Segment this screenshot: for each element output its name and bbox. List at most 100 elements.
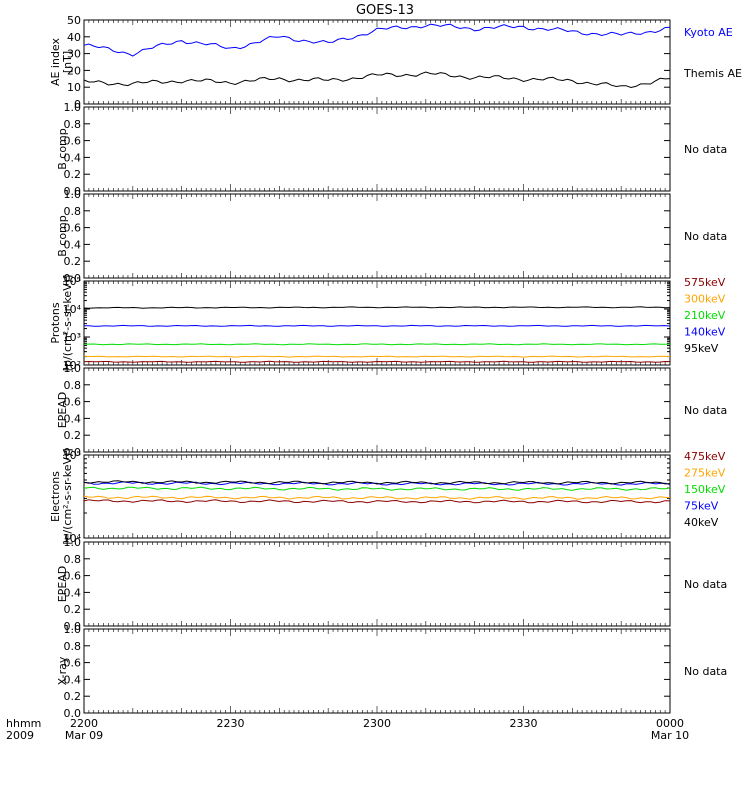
y-tick-label: 0.0 <box>64 620 82 633</box>
y-tick-label: 0.0 <box>64 272 82 285</box>
panels: 0 10 20 30 40 50 AE index [nT] Kyoto AE Themis AE… <box>49 14 742 720</box>
panel-frame <box>83 541 671 627</box>
y-tick-label: 0 <box>74 98 81 111</box>
series-line-150kev <box>83 486 671 491</box>
y-tick-label: 10² <box>63 359 81 372</box>
legend-entry: 300keV <box>684 293 726 306</box>
figure-title: GOES-13 <box>356 3 414 18</box>
y-axis-label: [e/(cm²-s-sr-keV)] <box>61 448 74 544</box>
legend-entry: 275keV <box>684 467 726 480</box>
x-row-label: hhmm <box>6 717 41 730</box>
panel-5: 0.0 0.2 0.4 0.6 0.8 1.0 EPEAD No data <box>56 362 727 459</box>
no-data-label: No data <box>684 404 727 417</box>
y-axis-label: [p/(cm²-s-sr-keV)] <box>61 275 74 372</box>
y-tick-label: 0.8 <box>64 118 82 131</box>
y-tick-label: 0.0 <box>64 185 82 198</box>
no-data-label: No data <box>684 230 727 243</box>
no-data-label: No data <box>684 578 727 591</box>
y-axis-label: Protons <box>49 302 62 343</box>
legend-entry: 475keV <box>684 450 726 463</box>
y-tick-label: 50 <box>67 14 81 27</box>
panel-8: 0.0 0.2 0.4 0.6 0.8 1.0 X-ray No data <box>56 623 727 720</box>
y-tick-label: 1.0 <box>64 536 82 549</box>
series-line-210kev <box>83 343 671 346</box>
panel-frame <box>83 454 671 539</box>
y-axis-label: AE index <box>49 37 62 86</box>
series-line-75kev <box>83 481 671 486</box>
y-tick-label: 0.2 <box>64 168 82 181</box>
x-tick-label: 2230 <box>217 717 245 730</box>
y-axis-label: B comp <box>56 215 69 257</box>
y-tick-label: 0.6 <box>64 396 82 409</box>
y-tick-label: 30 <box>67 48 81 61</box>
panel-frame <box>83 628 671 714</box>
panel-frame <box>83 367 671 453</box>
series-line-kyoto-ae <box>83 23 671 57</box>
y-tick-label: 10⁴ <box>63 303 82 316</box>
y-tick-label: 0.6 <box>64 135 82 148</box>
legend-entry: 40keV <box>684 516 719 529</box>
y-tick-label: 0.6 <box>64 657 82 670</box>
panel-frame <box>83 19 671 105</box>
series-line-140kev <box>83 324 671 327</box>
no-data-label: No data <box>684 143 727 156</box>
series-line-575kev <box>83 360 671 363</box>
legend-entry: Themis AE <box>683 67 742 80</box>
y-axis-label: EPEAD <box>56 392 69 429</box>
y-tick-label: 1.0 <box>64 188 82 201</box>
y-tick-label: 1.0 <box>64 623 82 636</box>
y-tick-label: 20 <box>67 64 81 77</box>
y-tick-label: 0.8 <box>64 379 82 392</box>
x-tick-date: Mar 10 <box>651 729 689 742</box>
y-tick-label: 1.0 <box>64 362 82 375</box>
panel-frame <box>83 193 671 279</box>
y-tick-label: 0.6 <box>64 222 82 235</box>
legend-entry: 75keV <box>684 500 719 513</box>
y-tick-label: 0.8 <box>64 640 82 653</box>
y-tick-label: 10⁴ <box>63 532 82 545</box>
series-line-275kev <box>83 495 671 500</box>
y-tick-label: 0.4 <box>64 673 82 686</box>
series-line-40kev <box>83 480 671 485</box>
series-line-475kev <box>83 499 671 504</box>
x-tick-date: Mar 09 <box>65 729 103 742</box>
panel-4: 10² 10³ 10⁴ 10⁵ Protons [p/(cm²-s-sr-keV)] 575… <box>49 275 726 372</box>
y-axis-label: X-ray <box>56 656 69 685</box>
y-tick-label: 40 <box>67 31 81 44</box>
y-tick-label: 0.6 <box>64 570 82 583</box>
y-tick-label: 0.4 <box>64 586 82 599</box>
panel-2: 0.0 0.2 0.4 0.6 0.8 1.0 B comp No data <box>56 101 727 198</box>
no-data-label: No data <box>684 665 727 678</box>
y-tick-label: 10⁵ <box>63 275 81 288</box>
y-tick-label: 0.8 <box>64 553 82 566</box>
series-line-95kev <box>83 306 671 309</box>
x-tick-label: 2330 <box>510 717 538 730</box>
y-tick-label: 0.2 <box>64 690 82 703</box>
legend-entry: 210keV <box>684 309 726 322</box>
y-tick-label: 0.4 <box>64 151 82 164</box>
panel-1: 0 10 20 30 40 50 AE index [nT] Kyoto AE Themis AE <box>49 14 742 111</box>
x-row-label: 2009 <box>6 729 34 742</box>
y-axis-label: [nT] <box>61 51 74 73</box>
panel-3: 0.0 0.2 0.4 0.6 0.8 1.0 B comp No data <box>56 188 727 285</box>
x-tick-label: 2300 <box>363 717 391 730</box>
legend-entry: Kyoto AE <box>684 26 733 39</box>
legend-entry: 150keV <box>684 483 726 496</box>
x-tick-label: 0000 <box>656 717 684 730</box>
panel-frame <box>83 280 671 366</box>
panel-frame <box>83 106 671 192</box>
legend-entry: 95keV <box>684 342 719 355</box>
y-tick-label: 0.4 <box>64 412 82 425</box>
y-axis-label: B comp <box>56 128 69 170</box>
y-tick-label: 10³ <box>63 331 81 344</box>
panel-7: 0.0 0.2 0.4 0.6 0.8 1.0 EPEAD No data <box>56 536 727 633</box>
y-tick-label: 0.0 <box>64 446 82 459</box>
y-tick-label: 10⁵ <box>63 449 81 462</box>
y-axis-label: EPEAD <box>56 566 69 603</box>
y-tick-label: 0.2 <box>64 603 82 616</box>
y-tick-label: 10 <box>67 81 81 94</box>
y-tick-label: 0.0 <box>64 707 82 720</box>
y-tick-label: 1.0 <box>64 101 82 114</box>
